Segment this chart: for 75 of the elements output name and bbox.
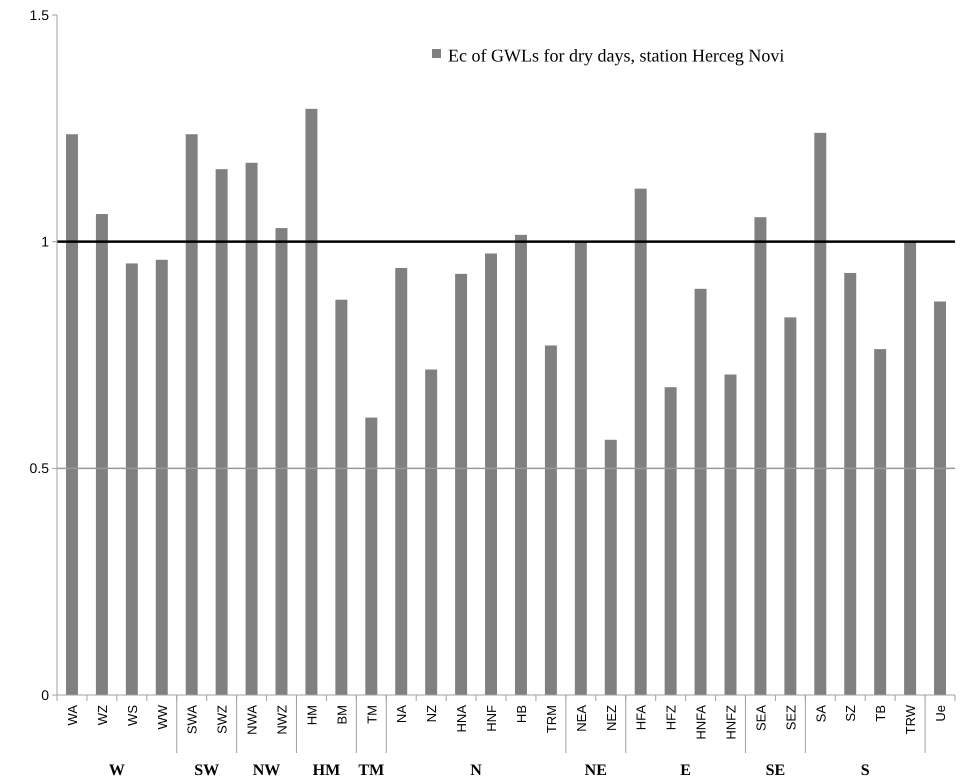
legend-label: Ec of GWLs for dry days, station Herceg Novi [448, 45, 784, 66]
bar [544, 345, 557, 695]
bar [425, 370, 438, 695]
y-tick-label: 1 [41, 234, 50, 250]
bar [574, 242, 587, 695]
text: N [470, 762, 482, 779]
x-tick-label: HNA [454, 704, 470, 732]
bar [305, 108, 318, 695]
bar [455, 274, 468, 695]
bar [485, 253, 498, 695]
bar [634, 188, 647, 695]
x-tick-label: Ue [933, 705, 948, 722]
bar [934, 302, 946, 695]
x-tick-label: SWZ [214, 704, 230, 734]
bar [365, 418, 378, 695]
x-tick-label: NA [394, 704, 410, 724]
x-tick-label: HM [304, 705, 320, 726]
text: E [680, 762, 691, 779]
x-tick-label: TRM [544, 705, 559, 734]
x-tick-label: SWA [184, 704, 200, 734]
x-tick-label: HFA [634, 704, 649, 730]
text: HM [312, 762, 340, 779]
bar [246, 162, 258, 695]
x-tick-label: NEZ [604, 704, 619, 731]
bar [96, 214, 108, 695]
bar [335, 300, 348, 695]
bar [126, 263, 138, 695]
x-tick-label: WA [64, 704, 80, 726]
x-tick-label: SA [813, 704, 828, 722]
text: TM [358, 762, 384, 779]
bar [276, 228, 288, 695]
y-tick-label: 1.5 [30, 6, 50, 23]
text: SW [194, 762, 220, 779]
bar [514, 234, 527, 695]
bar [395, 268, 408, 695]
text: S [860, 762, 870, 779]
bar [694, 288, 707, 695]
bar [754, 217, 766, 695]
x-tick-label: TB [873, 705, 888, 722]
bar [874, 349, 886, 695]
x-tick-label: NZ [424, 704, 440, 722]
bar [66, 134, 78, 695]
y-tick-label: 0 [41, 686, 50, 703]
x-tick-label: WW [154, 704, 170, 730]
text: NE [584, 762, 607, 779]
x-tick-label: TM [364, 705, 380, 724]
text: SE [766, 762, 786, 779]
x-tick-label: HNF [484, 704, 500, 732]
text: NW [252, 762, 280, 779]
bar [664, 387, 677, 695]
x-tick-label: WS [124, 704, 140, 726]
y-tick-label: 0.5 [30, 460, 50, 476]
text: W [108, 762, 125, 779]
bar [186, 134, 198, 695]
x-tick-label: HFZ [664, 704, 679, 730]
bar [904, 242, 916, 695]
x-tick-label: TRW [903, 704, 918, 734]
x-tick-label: SEA [753, 704, 768, 732]
x-tick-label: WZ [94, 704, 110, 726]
bar [604, 440, 617, 695]
x-tick-label: SZ [843, 704, 858, 722]
x-tick-label: HNFZ [724, 704, 738, 740]
x-tick-label: SEZ [783, 704, 798, 730]
x-tick-label: NWZ [274, 704, 290, 735]
x-tick-label: HNFA [694, 704, 709, 740]
x-tick-label: HB [514, 705, 529, 724]
bar [724, 374, 736, 695]
bar [814, 132, 826, 695]
x-tick-label: BM [334, 705, 350, 724]
bar [844, 272, 856, 695]
x-tick-label: NEA [574, 704, 589, 732]
bar [156, 260, 168, 695]
bar [784, 317, 796, 695]
x-tick-label: NWA [244, 704, 260, 735]
bar [216, 169, 228, 695]
